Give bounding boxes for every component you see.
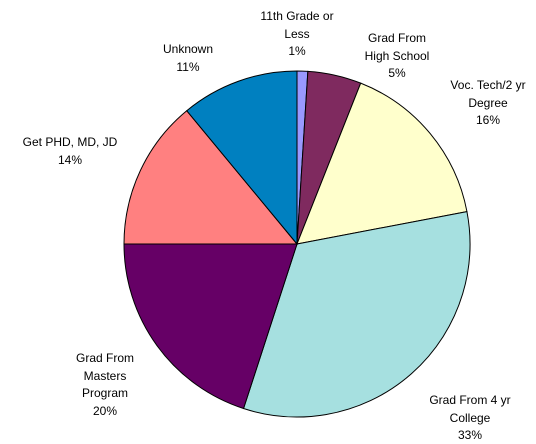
value-label: 1% — [288, 44, 306, 58]
pie-slice — [242, 210, 471, 418]
category-label: Get PHD, MD, JD — [22, 135, 118, 149]
value-label: 33% — [457, 428, 483, 442]
slice-label: Get PHD, MD, JD 14% — [23, 134, 118, 169]
slice-label: Grad From High School 5% — [365, 30, 430, 83]
pie-slice — [123, 243, 298, 410]
value-label: 11% — [176, 59, 200, 74]
slice-label: 11th Grade or Less 1% — [260, 8, 333, 61]
slice-label: Grad From Masters Program 20% — [76, 350, 134, 420]
value-label: 14% — [57, 152, 83, 167]
category-label: Voc. Tech/2 yr Degree — [450, 78, 526, 110]
category-label: 11th Grade or Less — [260, 9, 334, 41]
value-label: 16% — [475, 113, 501, 127]
category-label: Grad From Masters Program — [75, 351, 135, 400]
slice-label: Voc. Tech/2 yr Degree 16% — [450, 77, 525, 130]
category-label: Grad From 4 yr College — [429, 393, 511, 425]
value-label: 5% — [388, 66, 406, 80]
slice-label: Grad From 4 yr College 33% — [429, 392, 510, 444]
pie-slice — [296, 82, 468, 245]
category-label: Unknown — [162, 42, 214, 56]
pie-slice — [123, 109, 299, 245]
slice-label: Unknown 11% — [163, 41, 213, 76]
category-label: Grad From High School — [364, 31, 430, 63]
pie-slice — [186, 70, 298, 246]
value-label: 20% — [92, 403, 118, 418]
